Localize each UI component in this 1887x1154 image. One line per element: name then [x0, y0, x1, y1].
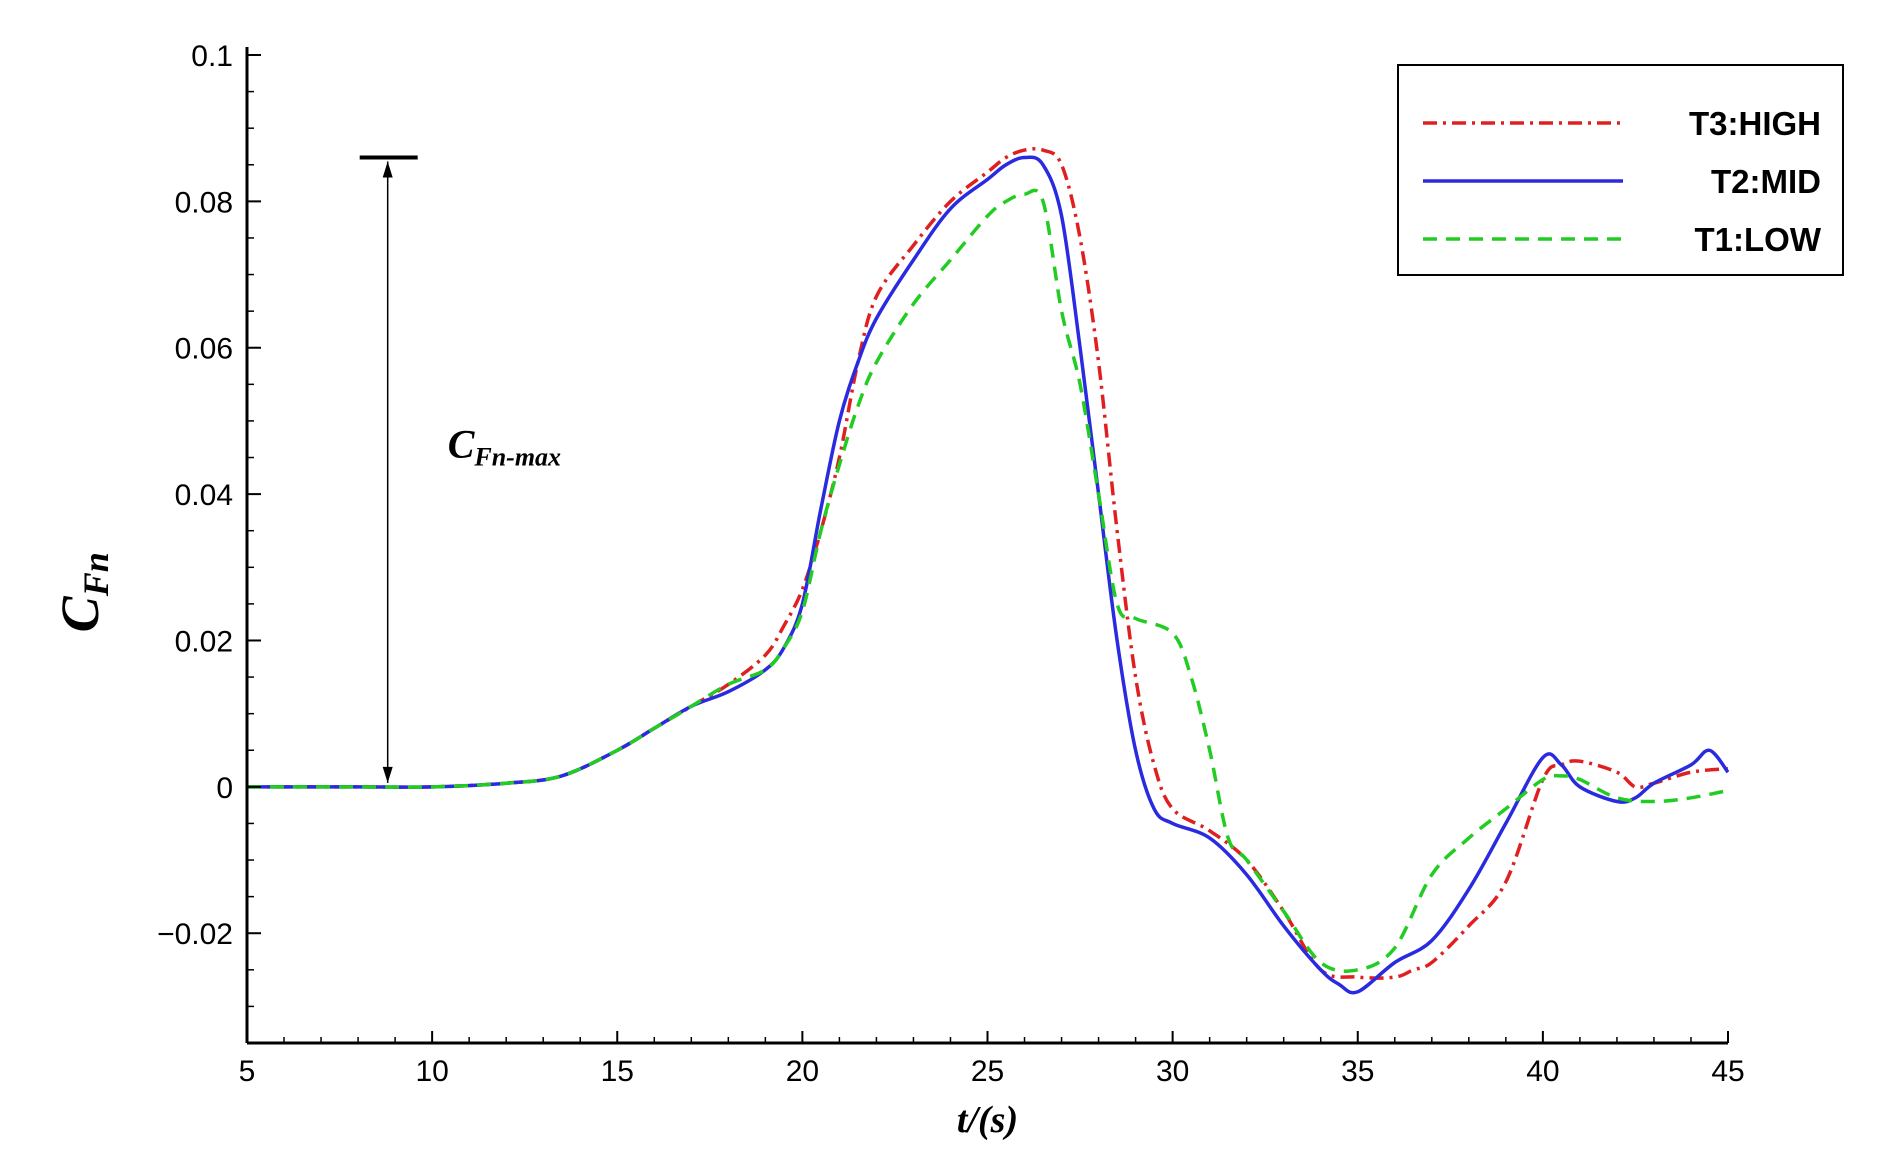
legend-label: T2:MID — [1711, 163, 1821, 200]
y-tick-label: −0.02 — [157, 918, 233, 951]
y-tick-label: 0 — [216, 772, 233, 805]
y-tick-label: 0.08 — [175, 186, 233, 219]
y-tick-label: 0.1 — [191, 40, 233, 73]
series-line-t2-mid — [246, 155, 1730, 995]
y-axis-title-sub: Fn — [76, 552, 116, 597]
annotation-arrowhead-bottom — [382, 766, 393, 783]
x-tick-label: 30 — [1156, 1055, 1189, 1088]
y-tick-label: 0.04 — [175, 479, 233, 512]
series-layer — [246, 146, 1730, 995]
y-tick-label: 0.02 — [175, 625, 233, 658]
x-tick-label: 40 — [1526, 1055, 1559, 1088]
annotation-label-sub: Fn-max — [473, 443, 561, 472]
legend: T3:HIGH T2:MID T1:LOW — [1397, 64, 1844, 276]
axes-layer: 5 10 15 20 25 30 35 40 45 −0.02 0 0.02 0.04 0.06 0.08 0… — [157, 40, 1745, 1088]
x-tick-label: 45 — [1711, 1055, 1744, 1088]
y-axis-title: CFn — [50, 552, 116, 632]
x-tick-label: 35 — [1341, 1055, 1374, 1088]
annotation-label-main: C — [448, 422, 476, 467]
series-line-t1-low — [246, 188, 1729, 973]
x-tick-label: 20 — [786, 1055, 819, 1088]
x-axis-title: t/(s) — [957, 1099, 1018, 1141]
x-tick-label: 15 — [601, 1055, 634, 1088]
cfn-max-annotation: CFn-max — [359, 155, 561, 783]
annotation-arrowhead-top — [382, 161, 393, 178]
y-axis-title-main: C — [50, 595, 110, 632]
x-tick-label: 25 — [971, 1055, 1004, 1088]
x-tick-label: 5 — [239, 1055, 256, 1088]
legend-label: T3:HIGH — [1689, 105, 1821, 142]
annotation-label: CFn-max — [448, 422, 561, 472]
x-tick-label: 10 — [415, 1055, 448, 1088]
legend-label: T1:LOW — [1695, 221, 1822, 258]
y-tick-label: 0.06 — [175, 333, 233, 366]
